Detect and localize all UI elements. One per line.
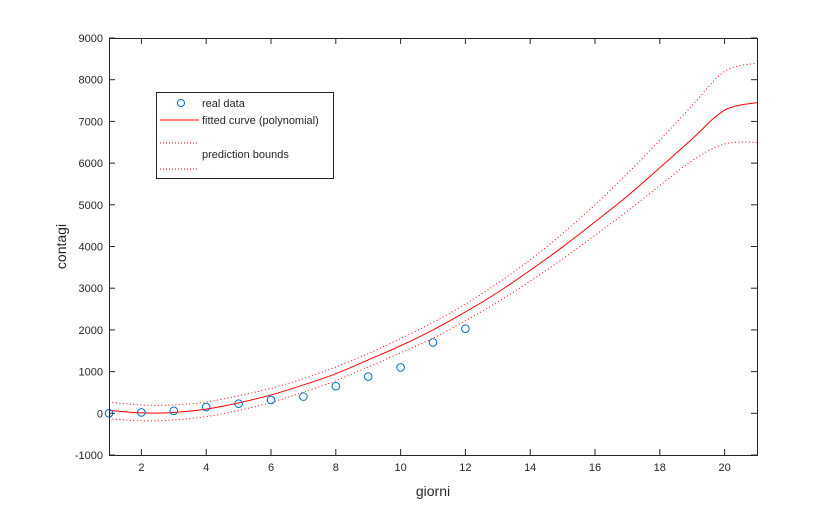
legend-prediction-bounds-label: prediction bounds bbox=[202, 149, 289, 161]
data-point-9 bbox=[363, 372, 373, 381]
data-point-5 bbox=[234, 399, 243, 409]
x-tick-label-4: 4 bbox=[203, 462, 209, 474]
x-tick-label-14: 14 bbox=[524, 462, 536, 474]
y-tick-label-1000: 1000 bbox=[79, 367, 103, 379]
data-point-11 bbox=[428, 338, 438, 347]
x-axis-label: giorni bbox=[416, 483, 450, 499]
data-point-2 bbox=[137, 408, 146, 417]
y-tick-label-6000: 6000 bbox=[79, 158, 103, 170]
x-tick-label-2: 2 bbox=[138, 462, 144, 474]
x-tick-label-10: 10 bbox=[394, 462, 406, 474]
legend: real data fitted curve (polynomial) pred… bbox=[156, 92, 334, 179]
y-axis-label: contagi bbox=[53, 224, 69, 269]
fitted-curve-line bbox=[109, 102, 757, 414]
y-axis-ticks: -1000 0 1000 2000 3000 4000 5000 6000 7000 8000 90… bbox=[75, 33, 757, 462]
x-tick-label-8: 8 bbox=[333, 462, 339, 474]
y-tick-label-2000: 2000 bbox=[79, 325, 103, 337]
data-point-7 bbox=[299, 392, 308, 401]
y-tick-label-8000: 8000 bbox=[79, 75, 103, 87]
x-tick-label-18: 18 bbox=[654, 462, 666, 474]
x-tick-label-20: 20 bbox=[718, 462, 730, 474]
legend-fitted-curve-label: fitted curve (polynomial) bbox=[202, 115, 319, 127]
legend-real-data-label: real data bbox=[202, 98, 246, 110]
y-tick-label--1000: -1000 bbox=[75, 450, 103, 462]
y-tick-label-9000: 9000 bbox=[79, 33, 103, 45]
x-tick-label-16: 16 bbox=[589, 462, 601, 474]
legend-real-data-marker bbox=[177, 99, 185, 107]
legend-box bbox=[156, 92, 334, 179]
data-point-12 bbox=[461, 324, 470, 333]
data-point-6 bbox=[266, 395, 276, 405]
data-point-3 bbox=[169, 406, 179, 416]
series-layer bbox=[109, 62, 757, 422]
x-tick-label-6: 6 bbox=[268, 462, 274, 474]
x-tick-label-12: 12 bbox=[459, 462, 471, 474]
data-point-10 bbox=[396, 363, 405, 372]
y-tick-label-4000: 4000 bbox=[79, 242, 103, 254]
y-tick-label-5000: 5000 bbox=[79, 200, 103, 212]
x-axis-ticks: 2 4 6 8 10 12 14 16 18 20 bbox=[138, 38, 731, 474]
data-point-4 bbox=[201, 402, 211, 412]
y-tick-label-3000: 3000 bbox=[79, 283, 103, 295]
data-point-8 bbox=[331, 381, 341, 391]
y-tick-label-7000: 7000 bbox=[79, 116, 103, 128]
y-tick-label-0: 0 bbox=[97, 408, 103, 420]
